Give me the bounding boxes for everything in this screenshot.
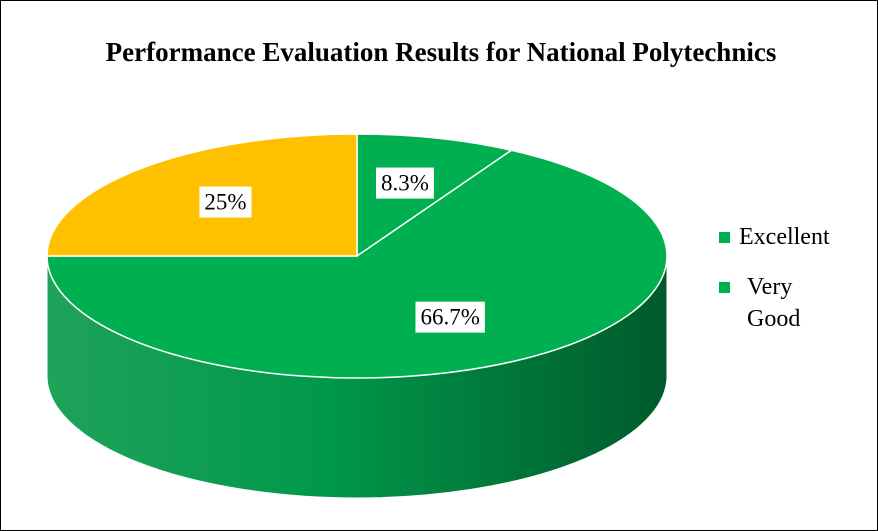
slice: [356, 133, 514, 258]
data-label: 25%: [204, 190, 246, 215]
legend-swatch: [719, 232, 730, 243]
legend-entry: Excellent: [717, 221, 867, 253]
legend-swatch: [719, 282, 730, 293]
legend: Excellent Very Good: [717, 221, 867, 353]
data-label-group: 25%: [199, 186, 252, 218]
data-label: 66.7%: [420, 305, 479, 330]
data-label-box: [375, 167, 434, 199]
slice: [46, 149, 668, 379]
data-label: 8.3%: [381, 171, 429, 196]
data-label-box: [199, 186, 252, 218]
data-label-group: 66.7%: [415, 301, 485, 333]
legend-label: Very Good: [747, 274, 801, 332]
data-label-box: [415, 301, 485, 333]
legend-label: Excellent: [739, 224, 830, 250]
legend-entry: Very Good: [717, 271, 867, 335]
data-label-group: 8.3%: [375, 167, 434, 199]
chart-title: Performance Evaluation Results for Natio…: [105, 37, 777, 67]
